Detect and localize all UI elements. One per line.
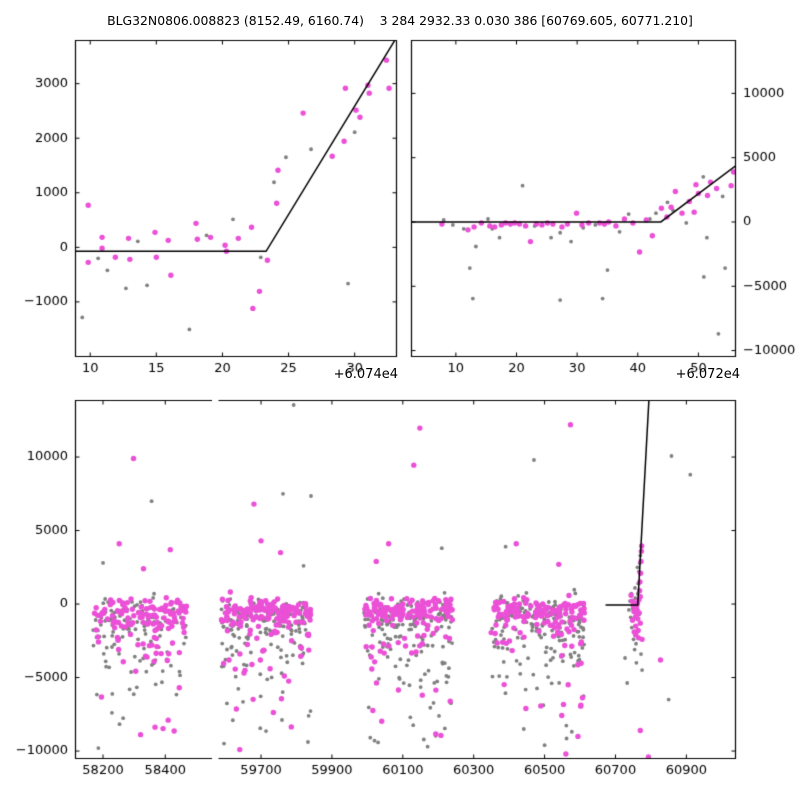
top-right-x-offset-label: +6.072e4 (675, 367, 740, 382)
top-left-x-offset-label: +6.074e4 (333, 367, 398, 382)
figure-title: BLG32N0806.008823 (8152.49, 6160.74) 3 2… (107, 13, 693, 28)
